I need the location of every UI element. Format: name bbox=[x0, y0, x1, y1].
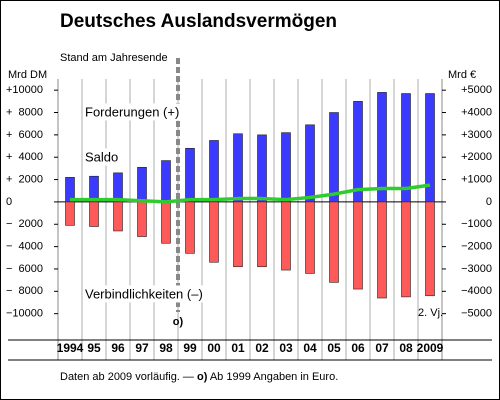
annotation: o) bbox=[173, 316, 184, 328]
x-tick-label: 2009 bbox=[417, 341, 444, 355]
x-tick-label: 97 bbox=[135, 341, 149, 355]
bar bbox=[233, 133, 243, 203]
label-box bbox=[83, 103, 182, 121]
y-tick-label: +10000 bbox=[6, 84, 43, 96]
y-tick-label: −10000 bbox=[6, 308, 43, 320]
saldo-line bbox=[70, 183, 431, 204]
y2-tick-label: −5000 bbox=[461, 308, 492, 320]
bar bbox=[425, 201, 435, 297]
x-tick-label: 03 bbox=[279, 341, 293, 355]
y-tick-label: + 4000 bbox=[6, 151, 43, 163]
bar bbox=[161, 201, 171, 244]
x-tick-label: 95 bbox=[87, 341, 101, 355]
y-tick-label: − 2000 bbox=[6, 218, 43, 230]
bar bbox=[305, 201, 315, 274]
bar bbox=[377, 201, 387, 299]
label-box bbox=[83, 285, 205, 303]
x-tick-label: 07 bbox=[375, 341, 389, 355]
x-tick-label: 99 bbox=[183, 341, 197, 355]
footnote-part: Daten ab 2009 vorläufig. — bbox=[60, 371, 197, 383]
y-tick-label: 0 bbox=[6, 196, 12, 208]
bar bbox=[113, 172, 123, 203]
label-box bbox=[83, 148, 121, 166]
y-tick-label: + 2000 bbox=[6, 173, 43, 185]
bar bbox=[233, 201, 243, 268]
bar bbox=[401, 201, 411, 298]
x-tick-label: 98 bbox=[159, 341, 173, 355]
x-tick-label: 04 bbox=[303, 341, 317, 355]
bar bbox=[281, 132, 291, 203]
bar bbox=[329, 112, 339, 203]
bar bbox=[401, 93, 411, 203]
bar bbox=[329, 201, 339, 283]
bar bbox=[257, 134, 267, 203]
y2-tick-label: −3000 bbox=[461, 263, 492, 275]
series-label: Saldo bbox=[85, 149, 118, 164]
chart-title: Deutsches Auslandsvermögen bbox=[60, 11, 337, 32]
bar bbox=[353, 201, 363, 290]
bar bbox=[257, 201, 267, 268]
y2-tick-label: +1000 bbox=[461, 173, 492, 185]
bar bbox=[161, 160, 171, 203]
y2-tick-label: +5000 bbox=[461, 84, 492, 96]
y2-tick-label: +2000 bbox=[461, 151, 492, 163]
x-tick-label: 01 bbox=[231, 341, 245, 355]
y2-tick-label: 0 bbox=[486, 196, 492, 208]
y-axis-label: Mrd DM bbox=[8, 69, 47, 81]
x-tick-label: 05 bbox=[327, 341, 341, 355]
y-tick-label: − 6000 bbox=[6, 263, 43, 275]
bar bbox=[281, 201, 291, 271]
annotation: 2. Vj. bbox=[418, 307, 443, 319]
y2-tick-label: +4000 bbox=[461, 106, 492, 118]
x-tick-label: 1994 bbox=[57, 341, 84, 355]
footnote-part: Ab 1999 Angaben in Euro. bbox=[207, 371, 338, 383]
x-tick-label: 96 bbox=[111, 341, 125, 355]
bar bbox=[185, 201, 195, 254]
bar bbox=[305, 124, 315, 203]
y2-axis-label: Mrd € bbox=[448, 69, 476, 81]
bar bbox=[185, 147, 195, 203]
bar bbox=[137, 166, 147, 203]
bar bbox=[377, 92, 387, 203]
footnote: Daten ab 2009 vorläufig. — o) Ab 1999 An… bbox=[60, 371, 338, 383]
bar bbox=[353, 101, 363, 203]
bar bbox=[65, 201, 75, 226]
bar bbox=[209, 201, 219, 263]
series-label: Forderungen (+) bbox=[85, 104, 179, 119]
bar bbox=[137, 201, 147, 237]
chart-subtitle: Stand am Jahresende bbox=[60, 52, 168, 64]
x-tick-label: 02 bbox=[255, 341, 269, 355]
series-label: Verbindlichkeiten (–) bbox=[85, 286, 203, 301]
y2-tick-label: −2000 bbox=[461, 241, 492, 253]
y2-tick-label: +3000 bbox=[461, 129, 492, 141]
bar bbox=[113, 201, 123, 232]
y-tick-label: − 4000 bbox=[6, 241, 43, 253]
x-tick-label: 08 bbox=[399, 341, 413, 355]
y2-tick-label: −1000 bbox=[461, 218, 492, 230]
bar bbox=[89, 201, 99, 227]
y-tick-label: − 8000 bbox=[6, 285, 43, 297]
y2-tick-label: −4000 bbox=[461, 285, 492, 297]
x-tick-label: 00 bbox=[207, 341, 221, 355]
bar bbox=[209, 140, 219, 203]
footnote-part: o) bbox=[197, 371, 208, 383]
x-tick-label: 06 bbox=[351, 341, 365, 355]
y-tick-label: + 8000 bbox=[6, 106, 43, 118]
y-tick-label: + 6000 bbox=[6, 129, 43, 141]
